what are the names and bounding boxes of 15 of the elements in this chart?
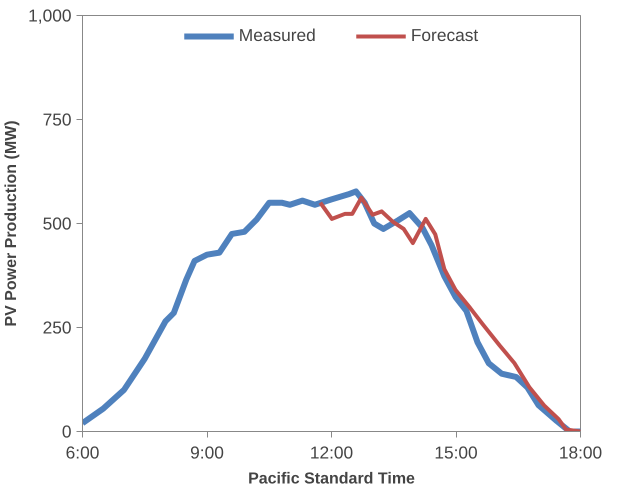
- y-tick-label: 0: [62, 422, 72, 442]
- x-tick-label: 15:00: [434, 442, 478, 462]
- legend-label: Forecast: [410, 25, 478, 46]
- x-tick-label: 18:00: [558, 442, 602, 462]
- x-tick-label: 6:00: [66, 442, 100, 462]
- legend-label: Measured: [238, 25, 316, 46]
- x-tick-label: 12:00: [310, 442, 354, 462]
- y-tick-label: 1,000: [28, 6, 72, 26]
- line-series: [318, 196, 580, 432]
- x-axis-title: Pacific Standard Time: [248, 470, 416, 488]
- y-tick-label: 250: [42, 318, 72, 338]
- y-tick-label: 500: [42, 214, 72, 234]
- y-axis-title: PV Power Production (MW): [3, 120, 20, 327]
- y-tick-label: 750: [42, 110, 72, 130]
- x-tick-label: 9:00: [190, 442, 224, 462]
